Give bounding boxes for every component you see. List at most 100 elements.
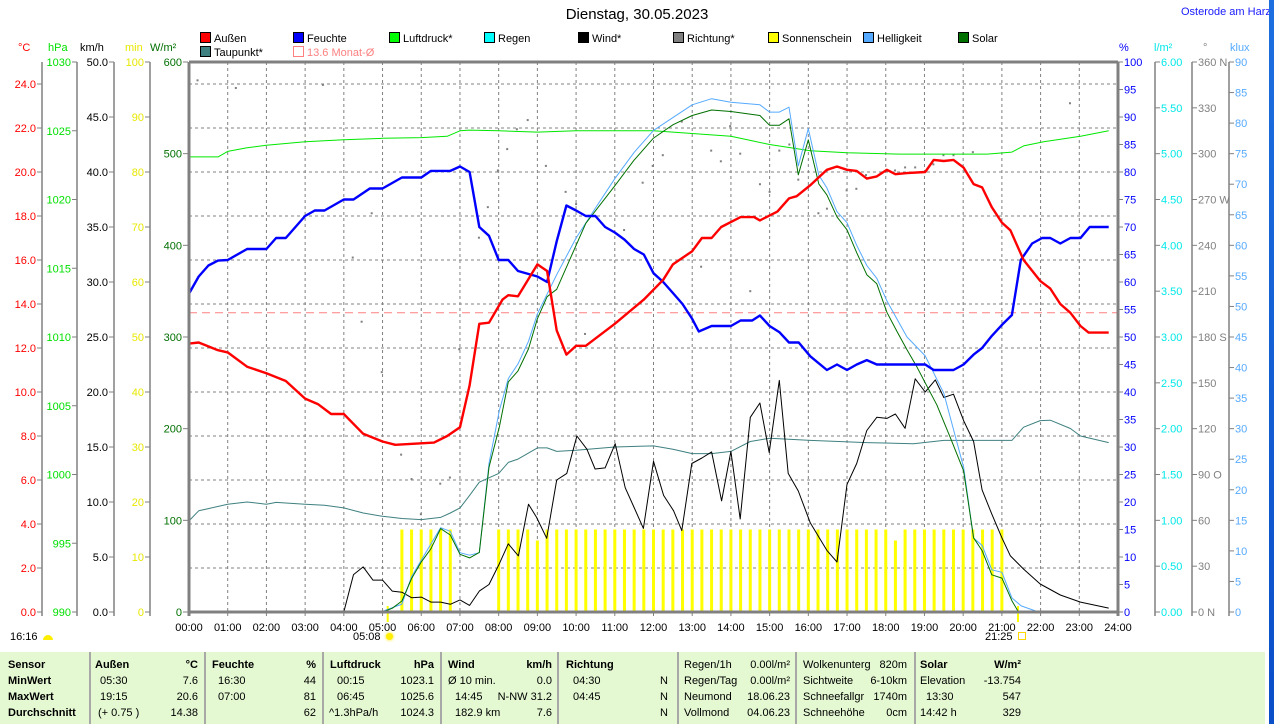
axis-unit-label: ° [1203,42,1207,54]
regen-tag-label: Regen/Tag [684,675,738,687]
x-tick-label: 13:00 [678,622,706,634]
x-axis-labels: 00:00 01:00 02:00 03:00 04:00 05:00 06:00 07:00… [175,622,1132,634]
direction-dot [971,151,974,154]
axis-tick-label: 1030 [47,57,71,69]
direction-dot [448,476,451,479]
direction-dot [564,190,567,193]
sensor-header: Sensor [8,659,46,671]
luftdruck-unit: hPa [413,659,434,671]
series-lines [187,98,1109,613]
legend-item[interactable]: Taupunkt* [200,46,263,60]
legend-item[interactable]: Feuchte [293,32,347,46]
luftdruck-min-value: 1023.1 [400,675,434,687]
direction-dot [651,164,654,167]
axis-tick-label: 5 [1235,576,1241,588]
axis-tick-label: 25 [1235,454,1247,466]
axis-tick-label: 0 [138,607,144,619]
direction-dot [865,174,868,177]
axis-tick-label: 4.0 [21,519,36,531]
axis-tick-label: 10 [1235,546,1247,558]
window-edge [1269,0,1274,724]
axis-tick-label: 40 [1235,363,1247,375]
x-tick-label: 23:00 [1066,622,1094,634]
legend-item[interactable]: Wind* [578,32,621,46]
sunshine-bar [748,529,752,612]
schneehoehe-value: 0cm [886,707,907,719]
wind-min-label: Ø 10 min. [448,675,496,687]
sunshine-bar [535,540,539,612]
station-link[interactable]: Osterode am Harz [1181,6,1271,18]
sunshine-bar [506,529,510,612]
direction-dot [410,478,413,481]
axis-tick-label: 18.0 [15,211,36,223]
axis-tick-label: 70 [1124,222,1136,234]
axis-tick-label: 50 [132,332,144,344]
sunshine-bar [719,529,723,612]
legend-swatch [293,32,304,43]
sunshine-bar [564,529,568,612]
legend-item[interactable]: Helligkeit [863,32,922,46]
sunshine-bar [613,529,617,612]
axis-tick-label: 25 [1124,470,1136,482]
direction-dot [526,119,529,122]
axis-tick-label: 0.00 [1161,607,1182,619]
divider [914,652,916,724]
aussen-avg-value: 14.38 [170,707,198,719]
sunset-time: 21:25 [985,631,1013,643]
sunshine-duration: 14:42 h [920,707,957,719]
axis-tick-label: 20.0 [87,387,108,399]
wolkenunterg-value: 820m [879,659,907,671]
direction-dot [788,143,791,146]
axis-wind: km/h 0.0 5.0 10.0 15.0 20.0 25.0 30.0 35.0 40.0 45… [80,42,115,619]
sunshine-bar [632,529,636,612]
legend-swatch [673,32,684,43]
legend-item[interactable]: Sonnenschein [768,32,852,46]
grid [189,62,1118,612]
current-time-label: 16:16 [10,631,38,643]
axis-tick-label: 300 [164,332,182,344]
x-tick-label: 11:00 [601,622,628,634]
legend-item[interactable]: Luftdruck* [389,32,453,46]
axis-dir: ° 0 N 30 60 90 O 120 150 180 S 210 240 270 W 300 330… [1191,42,1230,619]
divider [322,652,324,724]
legend-item[interactable]: Richtung* [673,32,735,46]
axis-tick-label: 100 [1124,57,1142,69]
axis-tick-label: 90 [1124,112,1136,124]
direction-dot [904,166,907,169]
legend-item[interactable]: Regen [484,32,530,46]
direction-dot [575,203,578,206]
aussen-min-time: 05:30 [100,675,128,687]
axis-rain: l/m² 0.00 0.50 1.00 1.50 2.00 2.50 3.00 3.50 4.00… [1154,42,1182,619]
luftdruck-min-time: 00:15 [337,675,365,687]
richtung-max-value: N [660,691,668,703]
sunshine-bar [526,529,530,612]
elevation-label: Elevation [920,675,966,687]
solar-avg-value: 329 [1002,707,1021,719]
x-tick-label: 06:00 [407,622,435,634]
legend-item[interactable]: Solar [958,32,998,46]
axis-unit-label: km/h [80,42,104,54]
sunshine-bar [729,529,733,612]
sunshine-bar [826,529,830,612]
sichtweite-value: 6-10km [870,675,907,687]
legend-label: Wind* [592,33,622,45]
direction-dot [942,154,945,157]
sunshine-bar [884,529,888,612]
legend-item[interactable]: Außen [200,32,246,46]
schneefallgr-label: Schneefallgr [803,691,865,703]
series-taupunkt [188,419,1109,522]
sunrise-marker: 05:08 [353,631,393,643]
sunshine-bar [797,529,801,612]
sunshine-bar [874,529,878,612]
axis-tick-label: 14.0 [15,299,36,311]
sunshine-bar [671,529,675,612]
legend-swatch [200,32,211,43]
divider [204,652,206,724]
wind-max-time: 14:45 [455,691,483,703]
sunshine-bar [555,529,559,612]
sunset-icon [1017,632,1026,640]
legend-item[interactable]: 13.6 Monat-Ø [293,46,374,60]
axis-press: hPa 990 995 1000 1005 1010 1015 1020 1025 1030 [47,42,78,619]
sunshine-bar [642,529,646,612]
elevation-value: -13.754 [983,675,1021,687]
